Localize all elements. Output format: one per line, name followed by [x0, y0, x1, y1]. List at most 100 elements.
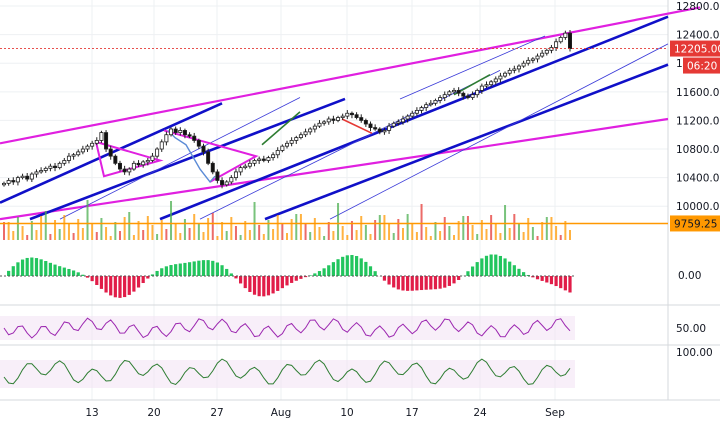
- volume-bar: [499, 233, 502, 240]
- volume-bar: [448, 226, 451, 240]
- histogram-bar: [489, 254, 493, 276]
- candle-body: [419, 107, 424, 111]
- volume-bar: [318, 227, 321, 240]
- histogram-bar: [424, 276, 428, 290]
- histogram-bar: [90, 276, 94, 282]
- volume-bar: [40, 216, 43, 240]
- candle-body: [164, 134, 169, 143]
- time-tick-label: 27: [210, 407, 223, 419]
- candle-body: [442, 94, 447, 98]
- histogram-bar: [192, 261, 196, 276]
- osc-tick-label: 100.00: [676, 347, 713, 359]
- candle-body: [145, 160, 150, 163]
- candle-body: [526, 59, 531, 64]
- volume-bar: [58, 229, 61, 240]
- histogram-bar: [317, 271, 322, 276]
- histogram-bar: [559, 276, 563, 289]
- histogram-bar: [187, 262, 192, 276]
- volume-bar: [304, 223, 307, 240]
- candle-body: [391, 122, 396, 127]
- candle-body: [243, 165, 248, 169]
- volume-bar: [183, 219, 186, 240]
- time-tick-label: 20: [147, 407, 160, 419]
- candle-body: [113, 155, 118, 164]
- time-tick-label: 13: [85, 407, 98, 419]
- histogram-bar: [359, 258, 363, 276]
- candle-body: [39, 170, 44, 173]
- histogram-bar: [373, 271, 377, 276]
- candle-body: [25, 175, 30, 180]
- volume-bar: [81, 228, 84, 240]
- volume-bar: [193, 214, 196, 240]
- candle-body: [238, 167, 243, 173]
- volume-bar: [485, 229, 488, 240]
- histogram-bar: [554, 276, 558, 287]
- volume-bar: [26, 235, 29, 240]
- volume-bar: [406, 214, 409, 240]
- arrow-down-red: [341, 118, 373, 135]
- volume-bar: [248, 230, 251, 240]
- histogram-bar: [419, 276, 424, 291]
- candle-body: [503, 72, 508, 77]
- volume-bar: [142, 230, 145, 240]
- candle-body: [424, 104, 429, 108]
- histogram-bar: [303, 276, 308, 278]
- histogram-tick-label: 0.00: [678, 270, 701, 282]
- volume-bar: [123, 217, 126, 240]
- candle-body: [322, 121, 327, 124]
- volume-bar: [420, 204, 423, 240]
- zigzag-path: [167, 129, 216, 184]
- histogram-bar: [123, 276, 127, 298]
- volume-bar: [350, 221, 353, 240]
- volume-bar: [21, 226, 24, 240]
- candle-body: [141, 161, 146, 166]
- histogram-bar: [48, 262, 52, 276]
- candle-body: [178, 130, 183, 133]
- histogram-bar: [387, 276, 391, 285]
- time-tick-label: 10: [340, 407, 353, 419]
- histogram-bar: [234, 276, 238, 279]
- candle-body: [558, 37, 563, 43]
- histogram-bar: [197, 260, 201, 276]
- histogram-bar: [229, 273, 233, 276]
- histogram-bar: [447, 276, 451, 286]
- volume-bar: [253, 202, 256, 240]
- volume-bar: [299, 214, 302, 240]
- channel-thin-3: [329, 43, 669, 220]
- volume-bar: [290, 219, 293, 240]
- oscillator-series: [0, 358, 575, 388]
- histogram-bar: [452, 276, 456, 284]
- candle-body: [90, 142, 95, 147]
- countdown-tag: [683, 57, 720, 74]
- time-axis[interactable]: 13 20 27 Aug 10 17 24 Sep: [85, 407, 565, 419]
- time-tick-label: Sep: [545, 407, 565, 419]
- volume-bar: [63, 215, 66, 240]
- histogram-bar: [568, 276, 572, 293]
- volume-bar: [239, 235, 242, 240]
- candle-body: [475, 89, 480, 96]
- volume-series: [0, 200, 668, 240]
- volume-bar: [513, 214, 516, 240]
- volume-bar: [504, 205, 507, 240]
- volume-bar: [443, 217, 446, 240]
- volume-bar: [230, 217, 233, 240]
- volume-bar: [109, 236, 112, 240]
- volume-bar: [494, 224, 497, 240]
- histogram-bar: [494, 254, 498, 276]
- histogram-bar: [508, 261, 512, 276]
- histogram-bar: [67, 268, 71, 276]
- volume-bar: [216, 236, 219, 240]
- candle-body: [99, 132, 104, 141]
- time-tick-label: 17: [405, 407, 418, 419]
- volume-bar: [165, 229, 168, 240]
- candle-body: [544, 49, 549, 54]
- level-label: 9759.25: [674, 218, 717, 230]
- candle-body: [428, 102, 433, 106]
- candle-body: [521, 62, 526, 67]
- volume-bar: [378, 215, 381, 240]
- candle-body: [66, 155, 71, 161]
- volume-bar: [91, 223, 94, 240]
- histogram-bar: [30, 257, 34, 276]
- candle-body: [456, 89, 461, 94]
- rsi-line: [3, 317, 571, 339]
